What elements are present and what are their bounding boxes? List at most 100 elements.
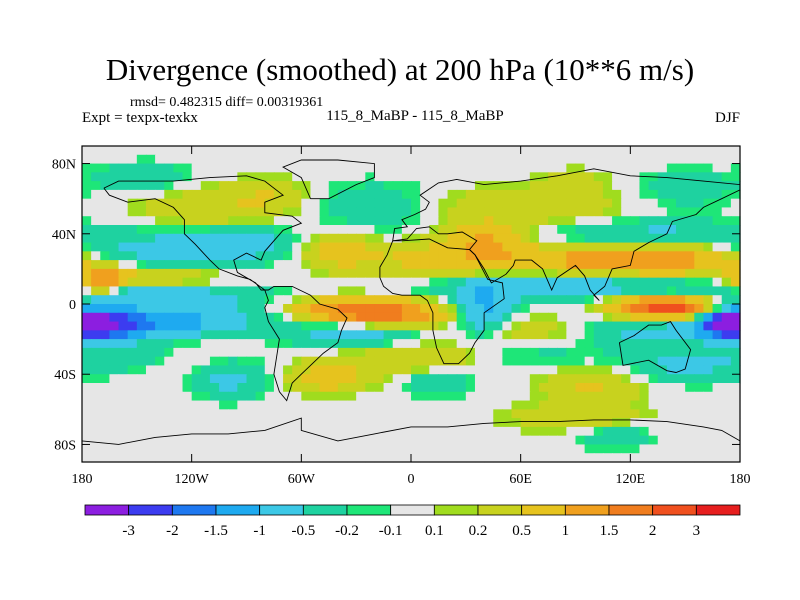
- field-cell: [392, 189, 403, 200]
- field-cell: [91, 321, 101, 331]
- field-cell: [465, 426, 476, 437]
- field-cell: [612, 339, 622, 349]
- field-cell: [374, 356, 385, 367]
- field-cell: [420, 444, 430, 454]
- field-cell: [301, 146, 312, 156]
- field-cell: [648, 198, 659, 209]
- field-cell: [575, 339, 586, 349]
- field-cell: [200, 198, 211, 209]
- field-cell: [420, 383, 430, 393]
- field-cell: [548, 347, 558, 358]
- field-cell: [712, 339, 723, 349]
- field-cell: [200, 391, 211, 402]
- field-cell: [173, 251, 184, 261]
- field-cell: [703, 163, 714, 173]
- field-cell: [100, 365, 111, 375]
- field-cell: [420, 225, 430, 235]
- field-cell: [337, 426, 348, 437]
- field-cell: [465, 435, 476, 446]
- field-cell: [392, 400, 403, 410]
- field-cell: [429, 295, 440, 305]
- field-cell: [593, 409, 604, 419]
- field-cell: [100, 286, 111, 296]
- field-cell: [557, 198, 567, 209]
- field-cell: [465, 172, 476, 182]
- field-cell: [310, 304, 321, 314]
- field-cell: [712, 444, 723, 454]
- field-cell: [392, 216, 403, 226]
- coastline: [81, 417, 741, 445]
- field-cell: [82, 347, 92, 358]
- field-cell: [145, 260, 156, 270]
- field-cell: [648, 330, 659, 340]
- field-cell: [602, 277, 613, 288]
- field-cell: [127, 400, 138, 410]
- field-cell: [548, 453, 558, 463]
- field-cell: [109, 365, 120, 375]
- field-cell: [209, 418, 220, 428]
- field-cell: [593, 365, 604, 375]
- field-cell: [246, 304, 257, 314]
- field-cell: [639, 426, 650, 437]
- field-cell: [273, 365, 284, 375]
- field-cell: [255, 181, 266, 191]
- field-cell: [465, 181, 476, 191]
- field-cell: [584, 339, 595, 349]
- field-cell: [319, 225, 330, 235]
- field-cell: [575, 400, 586, 410]
- field-cell: [301, 409, 312, 419]
- colorbar-swatch: [477, 504, 523, 516]
- field-cell: [155, 400, 165, 410]
- field-cell: [584, 304, 595, 314]
- field-cell: [529, 251, 540, 261]
- field-cell: [520, 321, 531, 331]
- field-cell: [621, 444, 631, 454]
- field-cell: [438, 172, 449, 182]
- field-cell: [200, 207, 211, 217]
- field-cell: [666, 374, 677, 384]
- field-cell: [273, 418, 284, 428]
- field-cell: [456, 286, 467, 296]
- field-cell: [319, 181, 330, 191]
- field-cell: [109, 207, 120, 217]
- field-cell: [575, 286, 586, 296]
- field-cell: [283, 172, 293, 182]
- field-cell: [319, 383, 330, 393]
- field-cell: [283, 251, 293, 261]
- field-cell: [136, 426, 147, 437]
- field-cell: [694, 330, 705, 340]
- field-cell: [484, 347, 494, 358]
- field-cell: [219, 295, 229, 305]
- field-cell: [136, 277, 147, 288]
- field-cell: [502, 181, 513, 191]
- field-cell: [676, 400, 686, 410]
- field-cell: [200, 233, 211, 244]
- field-cell: [429, 374, 440, 384]
- field-cell: [685, 207, 695, 217]
- field-cell: [602, 163, 613, 173]
- field-cell: [484, 146, 494, 156]
- field-cell: [145, 304, 156, 314]
- field-cell: [484, 295, 494, 305]
- field-cell: [602, 383, 613, 393]
- field-cell: [374, 251, 385, 261]
- field-cell: [602, 242, 613, 252]
- field-cell: [347, 181, 357, 191]
- field-cell: [136, 225, 147, 235]
- field-cell: [356, 374, 366, 384]
- field-cell: [127, 365, 138, 375]
- field-cell: [255, 260, 266, 270]
- field-cell: [602, 207, 613, 217]
- field-cell: [630, 146, 641, 156]
- field-cell: [566, 207, 577, 217]
- field-cell: [703, 312, 714, 323]
- field-cell: [612, 444, 622, 454]
- field-cell: [145, 198, 156, 209]
- field-cell: [365, 189, 376, 200]
- field-cell: [401, 233, 412, 244]
- field-cell: [676, 374, 686, 384]
- field-cell: [164, 453, 174, 463]
- field-cell: [639, 312, 650, 323]
- field-cell: [401, 163, 412, 173]
- field-cell: [465, 383, 476, 393]
